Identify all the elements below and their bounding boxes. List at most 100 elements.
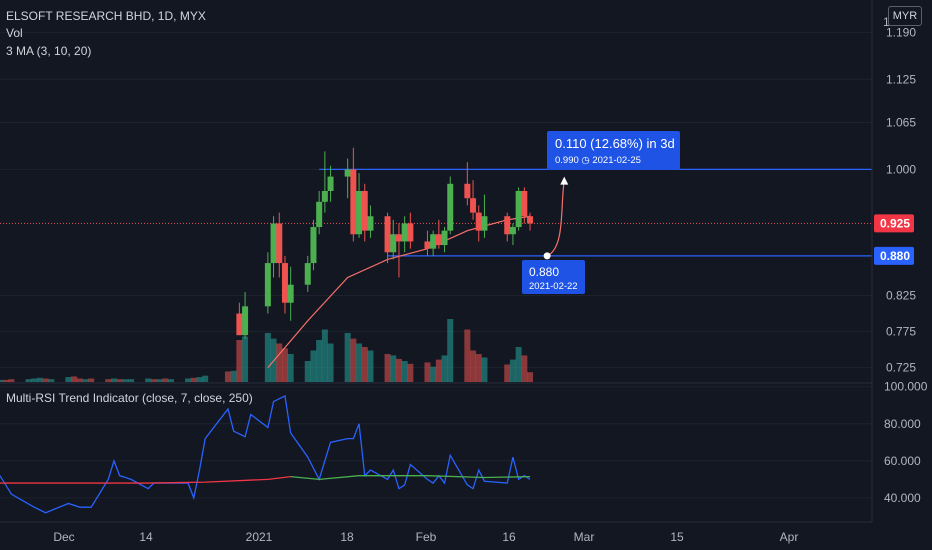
candle-body: [281, 263, 288, 303]
price-tick: 0.725: [886, 361, 916, 375]
candle-body: [367, 216, 374, 231]
volume-bar: [447, 319, 454, 382]
rsi-legend[interactable]: Multi-RSI Trend Indicator (close, 7, clo…: [6, 391, 253, 405]
volume-bar: [287, 354, 294, 382]
rsi-slow-line-bull: [290, 475, 531, 481]
volume-bar: [162, 378, 169, 382]
volume-bar: [236, 340, 243, 382]
volume-bar: [407, 363, 414, 382]
volume-bar: [76, 378, 83, 382]
candle-body: [481, 216, 488, 231]
candle-body: [527, 216, 534, 224]
price-tick: 1.125: [886, 72, 916, 86]
time-tick: Apr: [780, 530, 799, 544]
candle-body: [521, 191, 528, 217]
volume-bar: [430, 366, 437, 382]
candle-body: [435, 234, 442, 246]
volume-bar: [202, 375, 209, 382]
volume-bar: [481, 357, 488, 382]
volume-bar: [110, 378, 117, 382]
rsi-tick: 80.000: [884, 417, 921, 431]
candle-body: [384, 216, 391, 253]
candle-body: [276, 223, 283, 264]
volume-bar: [504, 364, 511, 382]
measure-headline: 0.110 (12.68%) in 3d: [555, 136, 675, 151]
time-tick: 2021: [246, 530, 273, 544]
candle-body: [304, 263, 311, 285]
volume-bar: [281, 348, 288, 382]
measure-headline-box: [547, 131, 680, 170]
volume-bar: [128, 379, 135, 382]
volume-bar: [390, 355, 397, 382]
candle-body: [424, 241, 431, 249]
volume-bar: [82, 379, 89, 382]
volume-bar: [185, 378, 192, 382]
volume-bar: [88, 378, 95, 382]
candle-body: [447, 183, 454, 231]
volume-bar: [190, 377, 197, 382]
volume-legend[interactable]: Vol: [6, 26, 23, 40]
volume-bar: [224, 371, 231, 382]
ma-legend[interactable]: 3 MA (3, 10, 20): [6, 44, 92, 58]
candle-body: [395, 234, 402, 242]
volume-bar: [401, 361, 408, 382]
candle-body: [504, 216, 511, 235]
candle-body: [236, 313, 243, 336]
candle-body: [356, 191, 363, 235]
moving-average: [267, 215, 531, 368]
volume-bar: [196, 377, 203, 382]
rsi-fast-line: [0, 395, 531, 514]
candle-body: [441, 230, 448, 246]
measure-start-price: 0.880: [529, 265, 559, 279]
volume-bar: [470, 350, 477, 382]
grid: [0, 31, 932, 499]
volume-bar: [42, 378, 49, 382]
volume-bar: [48, 379, 55, 382]
rsi-tick: 40.000: [884, 491, 921, 505]
candle-body: [407, 223, 414, 242]
volume-bar: [384, 354, 391, 382]
volume-bar: [435, 359, 442, 382]
measure-start-box: [522, 260, 585, 294]
volume-bar: [242, 336, 249, 382]
volume-bar: [122, 379, 129, 382]
price-tick: 0.825: [886, 289, 916, 303]
price-tick: 0.775: [886, 325, 916, 339]
last-price-label: 0.925: [880, 216, 910, 230]
volume-bar: [361, 347, 368, 382]
measure-tool: 0.110 (12.68%) in 3d 0.990 ◷ 2021-02-25 0.…: [522, 131, 680, 294]
volume-bar: [509, 359, 516, 382]
price-tick: 1.190: [886, 25, 916, 39]
candle-body: [464, 183, 471, 199]
price-scale-bg: [872, 0, 932, 550]
volume-bar: [395, 358, 402, 382]
volume-bar: [167, 379, 174, 382]
rsi-slow-line-bear: [0, 475, 291, 484]
candle-body: [327, 176, 334, 191]
volume-bar: [36, 377, 43, 382]
price-tick: 1.000: [886, 162, 916, 176]
time-tick: 18: [340, 530, 354, 544]
ma-line: [267, 215, 531, 368]
candle-body: [430, 234, 437, 249]
candle-body: [321, 191, 328, 202]
volume-bar: [327, 343, 334, 382]
time-tick: 16: [502, 530, 516, 544]
measure-start-date: 2021-02-22: [529, 281, 578, 292]
currency-button[interactable]: MYR: [888, 6, 922, 26]
volume-bar: [356, 343, 363, 382]
volume-bar: [344, 333, 351, 382]
volume-bar: [527, 372, 534, 382]
volume-bar: [71, 376, 78, 382]
candle-body: [287, 284, 294, 303]
volume-bar: [316, 340, 323, 382]
support-price-badge: [874, 246, 914, 265]
volume-bar: [145, 378, 152, 382]
symbol-title[interactable]: ELSOFT RESEARCH BHD, 1D, MYX: [6, 9, 206, 23]
volume-bar: [230, 370, 237, 382]
measure-end-detail: 0.990 ◷ 2021-02-25: [555, 155, 641, 166]
volume-bar: [25, 379, 32, 382]
volume-bar: [8, 379, 15, 382]
volume-bar: [424, 362, 431, 382]
